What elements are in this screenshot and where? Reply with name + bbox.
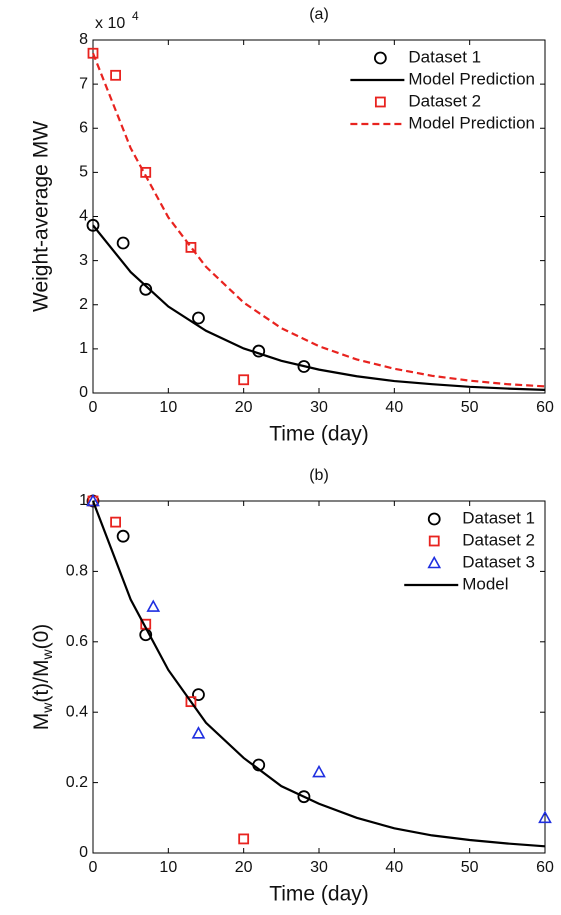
x-tick-label: 40 [385,399,403,416]
scale-base: x 10 [95,15,125,32]
scale-exponent: 4 [132,9,139,23]
x-tick-label: 20 [235,859,253,876]
y-tick-label: 2 [79,296,88,313]
y-tick-label: 4 [79,208,88,225]
label-part: M [30,713,53,731]
subscript: w [39,702,55,714]
y-tick-label: 0 [79,844,88,861]
marker-circle [373,51,387,65]
y-tick-label: 7 [79,75,88,92]
y-tick-label: 1 [79,492,88,509]
chart-title: (b) [309,467,329,484]
marker-triangle [312,764,326,778]
x-tick-label: 60 [536,859,554,876]
y-tick-label: 8 [79,31,88,48]
legend-label: Dataset 3 [462,552,535,571]
legend-label: Model [462,574,508,593]
x-tick-label: 30 [310,859,328,876]
y-tick-label: 0 [79,384,88,401]
marker-square [87,47,99,59]
marker-circle [116,236,130,250]
model-line [91,500,546,848]
legend-label: Dataset 2 [462,530,535,549]
marker-circle [86,218,100,232]
chart-title: (a) [309,6,329,23]
x-tick-label: 0 [89,859,98,876]
x-tick-label: 10 [159,399,177,416]
legend: Dataset 1 Model Prediction Dataset 2 Model … [350,47,535,132]
marker-circle [116,529,130,543]
y-tick-label: 0.2 [66,774,88,791]
marker-triangle [538,810,552,824]
y-tick-label: 0.6 [66,633,88,650]
marker-square [374,96,386,108]
x-tick-label: 50 [461,399,479,416]
x-tick-label: 10 [159,859,177,876]
model-line [91,52,546,388]
y-tick-label: 6 [79,119,88,136]
x-axis-label: Time (day) [269,423,369,446]
marker-circle [192,311,205,325]
x-tick-label: 40 [385,859,403,876]
y-axis-label: Weight-average MW [30,121,53,312]
y-tick-label: 0.4 [66,703,88,720]
marker-square [238,374,250,386]
label-part: (0) [30,624,53,650]
marker-circle [297,790,311,804]
y-tick-label: 3 [79,252,88,269]
marker-circle [139,282,153,296]
x-tick-label: 60 [536,399,554,416]
marker-triangle [427,555,442,569]
legend-label: Model Prediction [408,113,535,132]
model-line [92,224,546,392]
marker-circle [192,688,205,701]
y-axis-label: Mw(t)/Mw(0) [30,624,55,731]
marker-square [428,535,440,547]
y-tick-label: 0.8 [66,563,88,580]
x-tick-label: 50 [461,859,479,876]
label-part: (t)/M [30,660,53,703]
legend-label: Dataset 2 [408,91,481,110]
marker-circle [427,512,441,526]
subscript: w [39,649,55,661]
marker-square [185,241,197,253]
y-tick-label: 1 [79,340,88,357]
x-tick-label: 20 [235,399,253,416]
x-tick-label: 0 [89,399,98,416]
legend: Dataset 1 Dataset 2 Dataset 3 Model [404,508,535,593]
marker-triangle [146,599,161,612]
legend-label: Dataset 1 [462,508,535,527]
marker-triangle [191,726,206,739]
marker-square [238,833,250,845]
marker-triangle [86,493,100,507]
marker-square [185,696,197,708]
x-tick-label: 30 [310,399,328,416]
marker-square [110,516,121,528]
legend-label: Dataset 1 [408,47,481,66]
legend-label: Model Prediction [408,69,535,88]
marker-square [110,69,121,81]
x-axis-label: Time (day) [269,883,369,906]
y-tick-label: 5 [79,164,88,181]
